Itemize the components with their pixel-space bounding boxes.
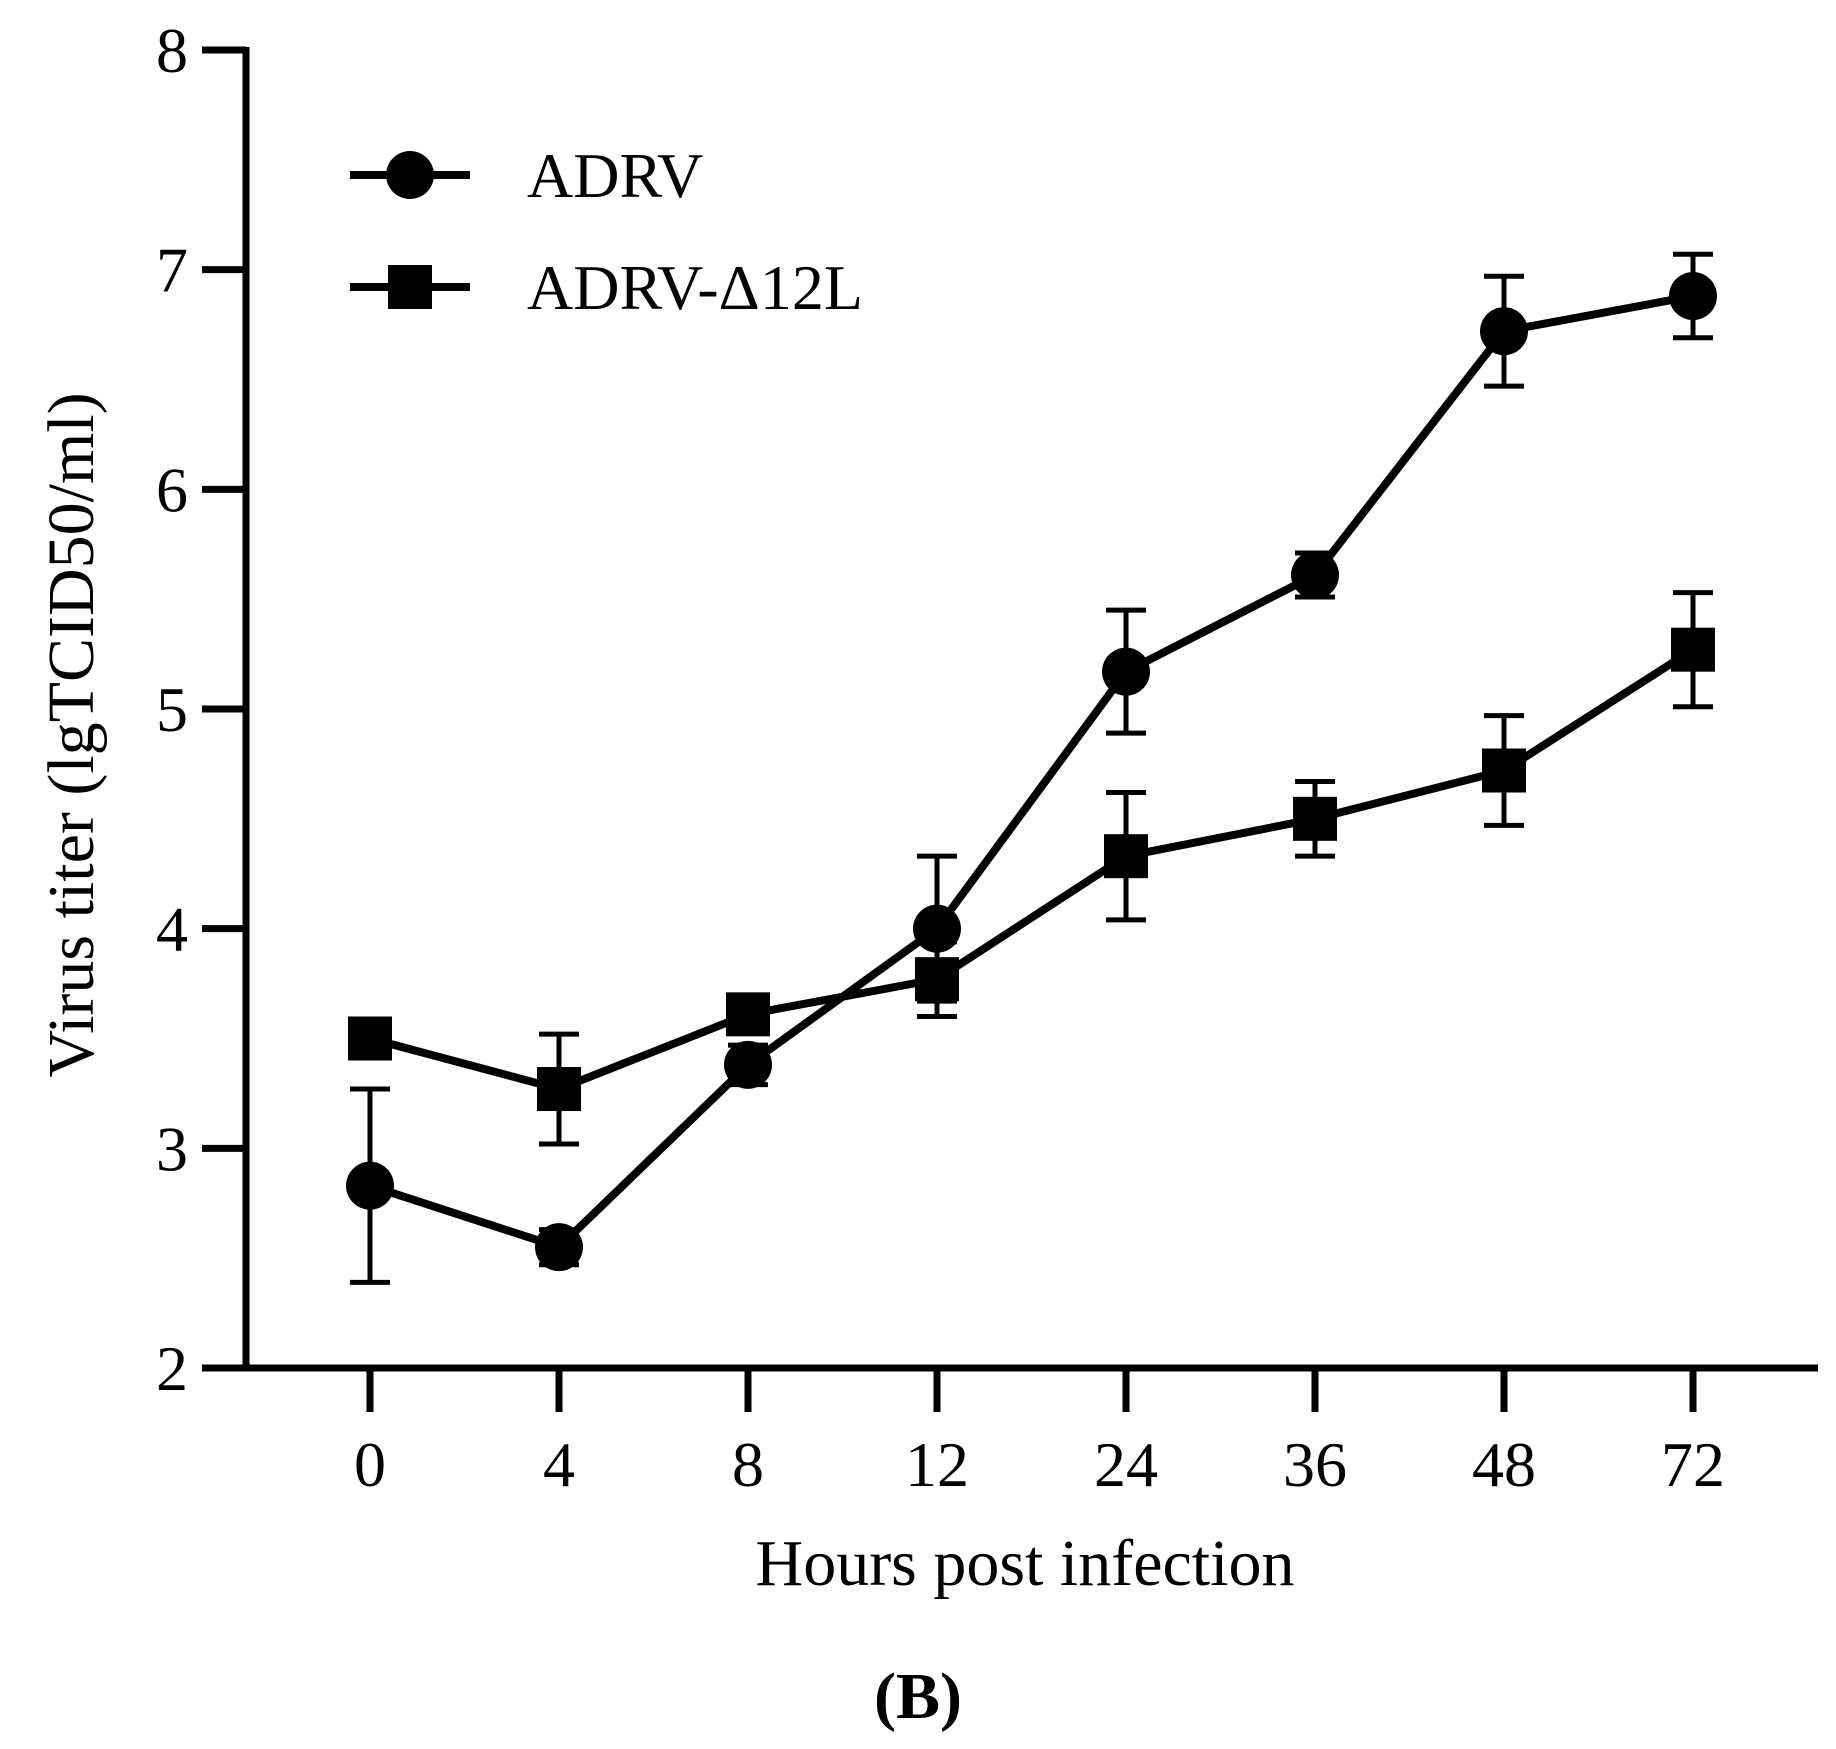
legend: ADRV ADRV-Δ12L [350,140,863,323]
x-tick-label: 24 [1094,1429,1158,1500]
data-point [1102,647,1150,696]
legend-entry: ADRV-Δ12L [350,252,863,323]
data-point [1480,307,1528,356]
y-tick-label: 4 [156,894,188,965]
series-line [368,292,1694,1252]
x-tick-label: 36 [1283,1429,1347,1500]
data-point [348,1016,392,1061]
y-tick-label: 2 [156,1333,188,1404]
y-tick-label: 7 [156,235,188,306]
x-tick-label: 8 [732,1429,764,1500]
y-tick-label: 8 [156,15,188,86]
panel-label: (B) [874,1660,962,1733]
legend-marker [388,265,432,309]
x-axis-label: Hours post infection [756,1527,1295,1600]
axes [242,47,1818,1372]
x-tick-label: 0 [354,1429,386,1500]
y-axis-label: Virus titer (lgTCID50/ml) [35,392,108,1077]
legend-entry: ADRV [350,140,703,211]
y-ticks: 2 3 4 5 6 7 8 [156,15,246,1404]
data-point [1671,627,1715,672]
data-point [346,1161,394,1210]
x-tick-label: 72 [1661,1429,1725,1500]
series-adrv-d12l [348,590,1715,1147]
data-point [1482,748,1526,793]
legend-marker [386,151,434,199]
x-tick-label: 12 [905,1429,969,1500]
y-tick-label: 6 [156,454,188,525]
series-adrv [346,251,1717,1285]
y-tick-label: 5 [156,674,188,745]
data-point [724,1040,772,1089]
series-line [368,646,1696,1094]
data-point [1293,796,1337,841]
data-point [726,992,770,1037]
legend-label: ADRV-Δ12L [527,252,863,323]
data-point [915,957,959,1002]
x-tick-label: 48 [1472,1429,1536,1500]
data-point [1291,551,1339,600]
data-point [1669,272,1717,321]
data-point [1104,834,1148,879]
data-point [537,1067,581,1112]
y-tick-label: 3 [156,1113,188,1184]
series-layer [346,251,1717,1285]
x-ticks: 0 4 8 12 24 36 48 72 [354,1368,1725,1500]
x-tick-label: 4 [543,1429,575,1500]
data-point [535,1223,583,1272]
legend-label: ADRV [527,140,703,211]
